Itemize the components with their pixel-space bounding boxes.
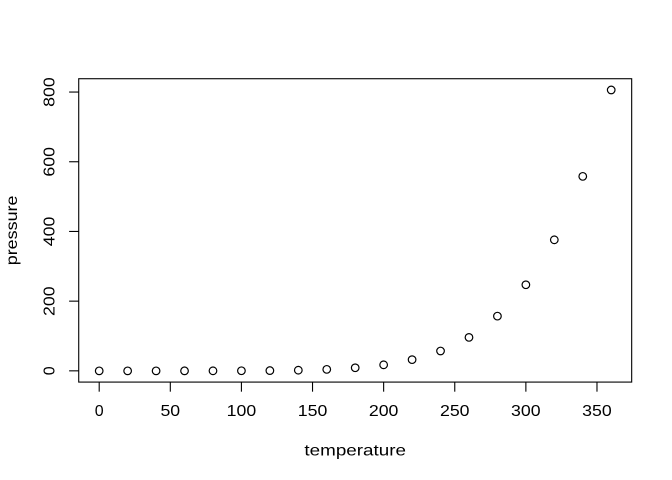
svg-text:temperature: temperature [304, 443, 406, 460]
svg-text:800: 800 [42, 77, 59, 107]
svg-text:350: 350 [582, 403, 612, 420]
svg-text:100: 100 [227, 403, 257, 420]
svg-text:0: 0 [42, 366, 59, 375]
svg-text:pressure: pressure [4, 195, 21, 265]
svg-text:50: 50 [160, 403, 180, 420]
svg-text:200: 200 [369, 403, 399, 420]
svg-text:150: 150 [298, 403, 328, 420]
svg-text:400: 400 [42, 217, 59, 247]
svg-text:300: 300 [511, 403, 541, 420]
svg-text:0: 0 [95, 403, 104, 420]
svg-text:250: 250 [440, 403, 470, 420]
svg-text:600: 600 [42, 147, 59, 177]
svg-text:200: 200 [42, 286, 59, 316]
